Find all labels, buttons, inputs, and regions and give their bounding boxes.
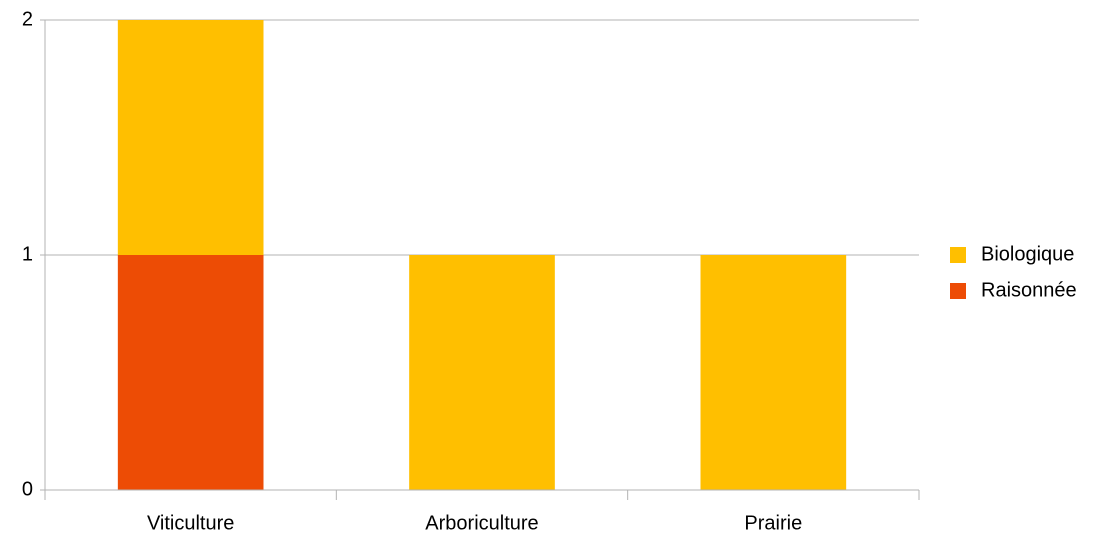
x-tick-label: Prairie xyxy=(744,512,802,534)
y-tick-label: 1 xyxy=(22,243,33,265)
legend-swatch xyxy=(950,247,966,263)
legend-label: Raisonnée xyxy=(981,279,1077,301)
bar-segment xyxy=(409,255,555,490)
y-tick-label: 2 xyxy=(22,8,33,30)
bar-segment xyxy=(117,255,264,490)
bar-segment xyxy=(117,20,264,255)
bar-segment xyxy=(700,255,847,490)
x-tick-label: Arboriculture xyxy=(425,512,538,534)
legend-swatch xyxy=(950,283,966,299)
y-tick-label: 0 xyxy=(22,478,33,500)
x-tick-label: Viticulture xyxy=(147,512,234,534)
legend-label: Biologique xyxy=(981,243,1074,265)
